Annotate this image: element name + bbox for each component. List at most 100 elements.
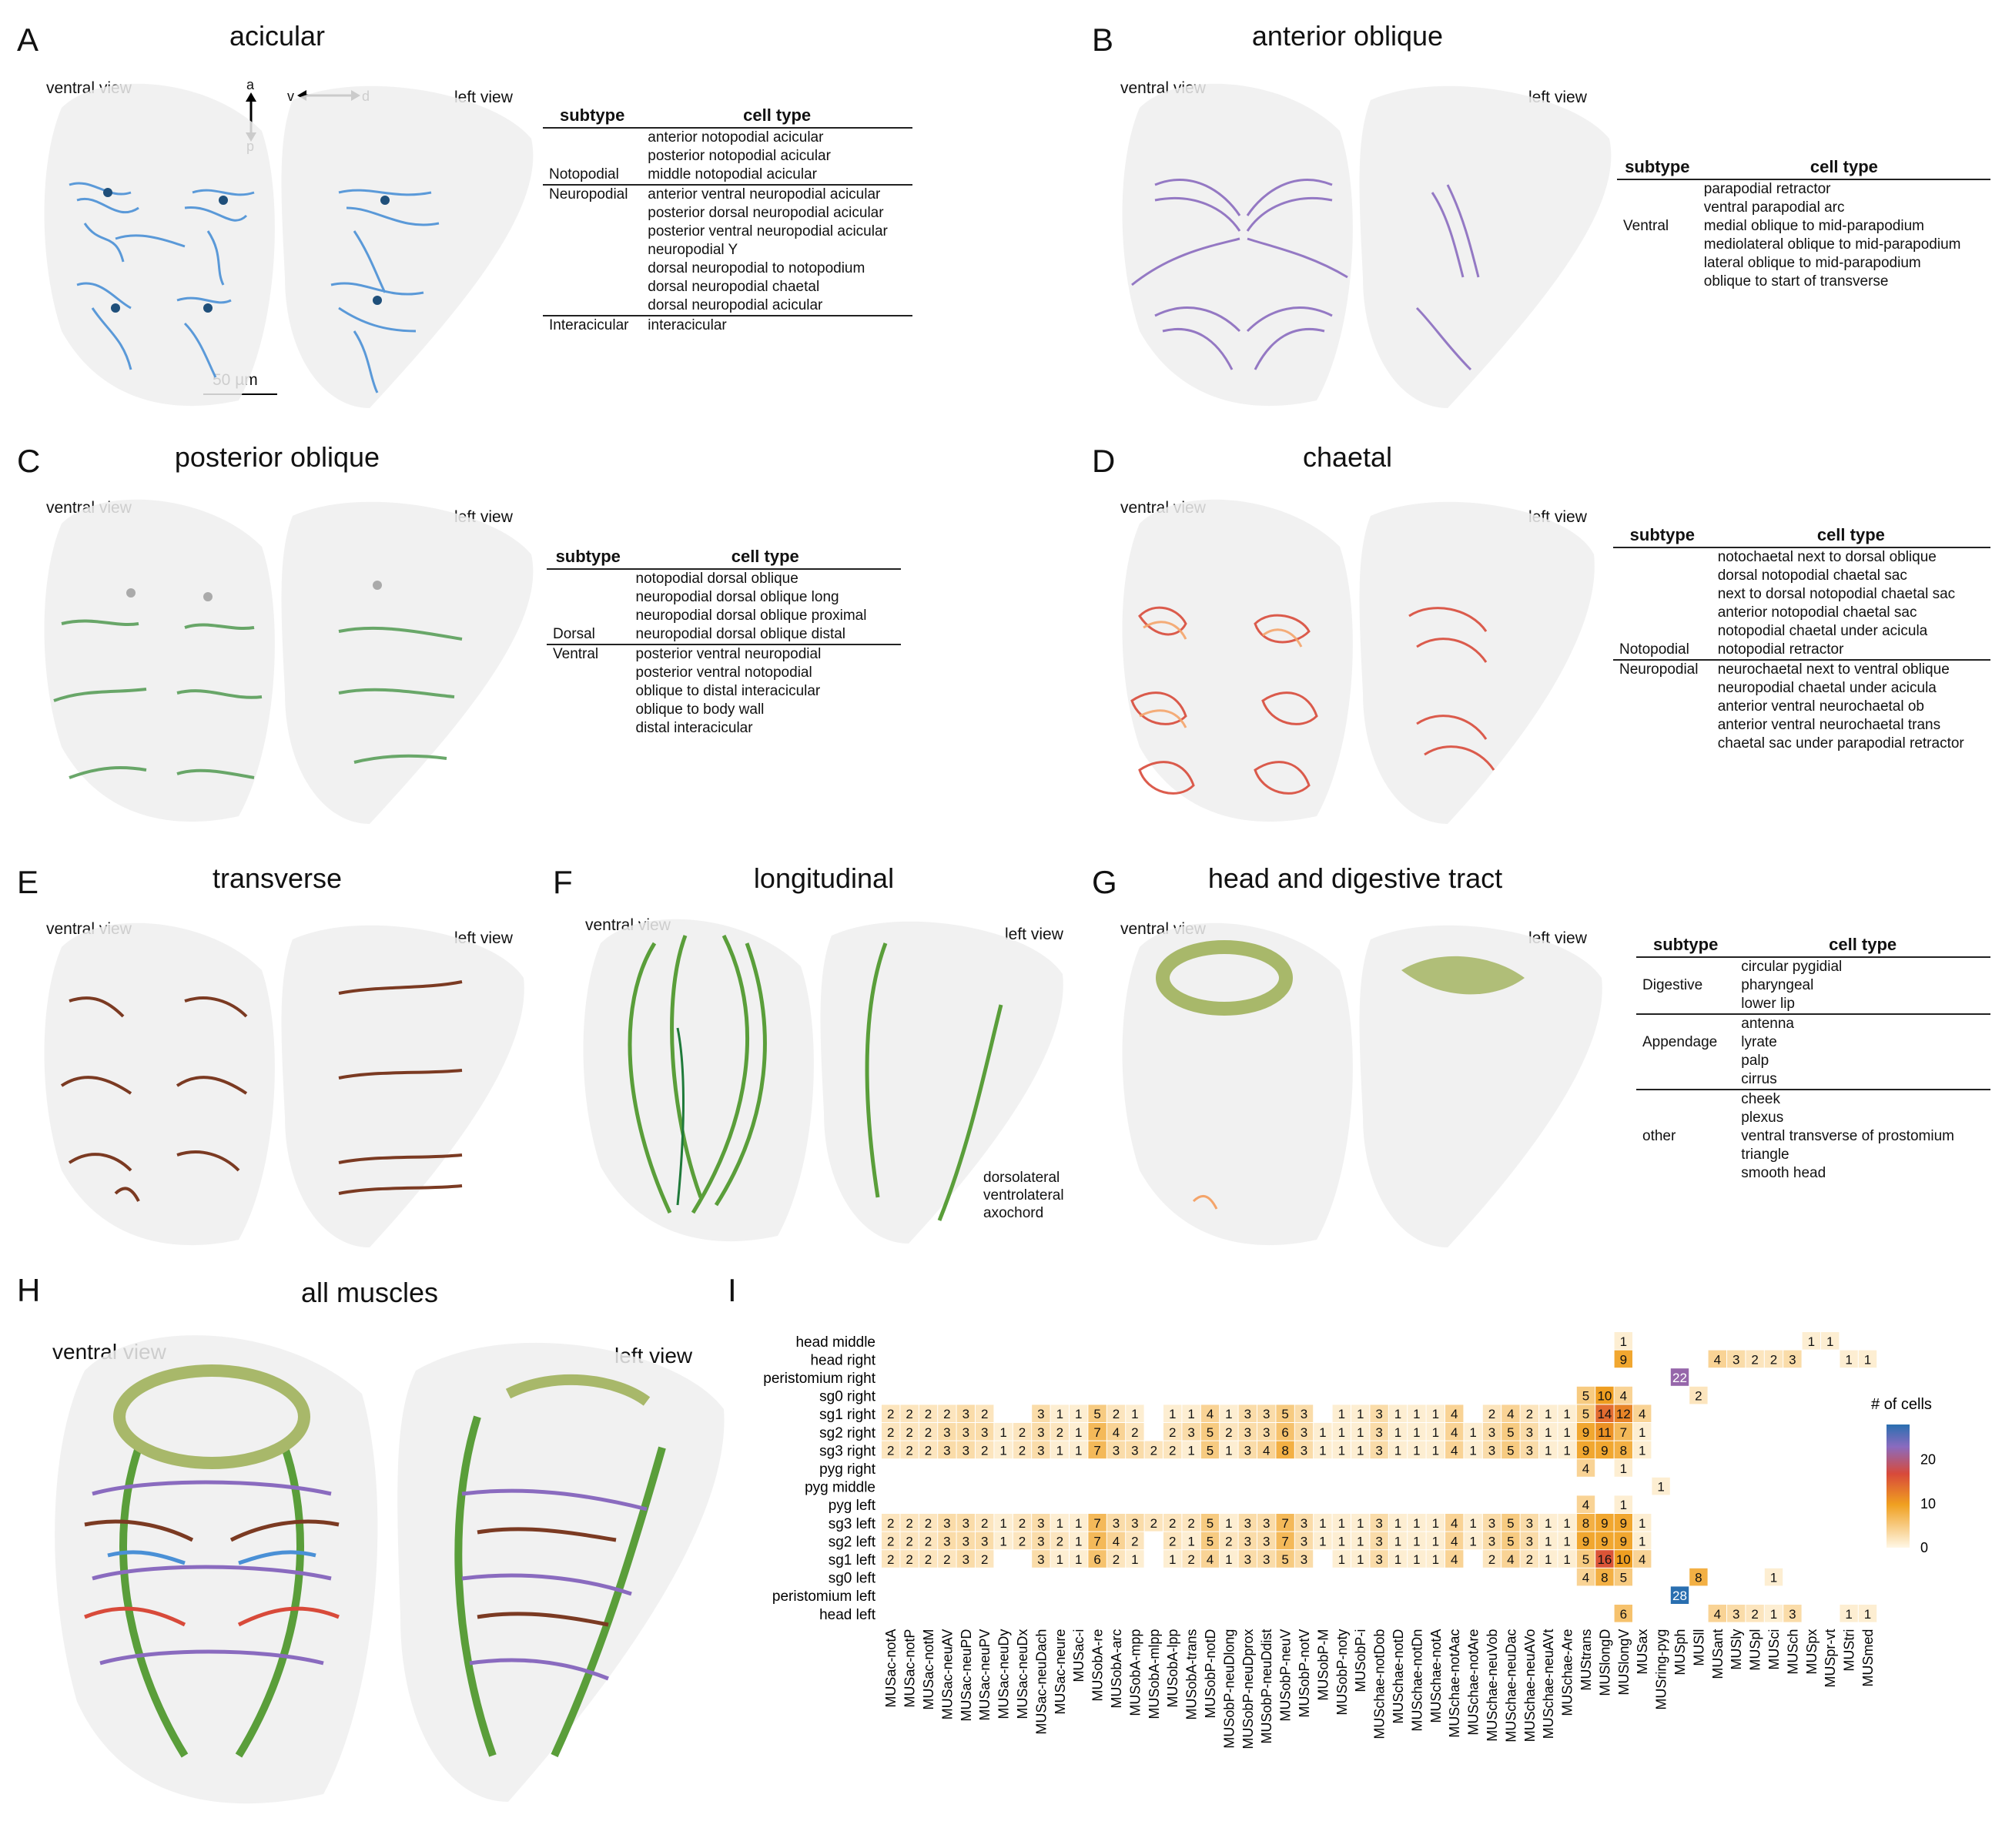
heatmap-cell-label: 2 bbox=[906, 1552, 912, 1567]
heatmap-cell bbox=[882, 1404, 900, 1422]
heatmap-cell bbox=[1314, 1441, 1332, 1459]
heatmap-cell-label: 3 bbox=[943, 1425, 950, 1440]
heatmap-cell-label: 1 bbox=[1432, 1407, 1439, 1421]
heatmap-cell bbox=[1502, 1532, 1520, 1550]
heatmap-cell-label: 1 bbox=[1075, 1516, 1082, 1531]
heatmap-cell-label: 3 bbox=[962, 1516, 969, 1531]
heatmap-cell-label: 1 bbox=[1225, 1516, 1232, 1531]
table-cell: ventral transverse of prostomium bbox=[1741, 1128, 1954, 1144]
heatmap-cell bbox=[1050, 1550, 1069, 1568]
table-cell: neuropodial dorsal oblique distal bbox=[629, 625, 901, 645]
heatmap-cell-label: 2 bbox=[906, 1534, 912, 1548]
table-cell: notopodial chaetal under acicula bbox=[1717, 623, 1928, 639]
heatmap-cell-label: 1 bbox=[1394, 1534, 1401, 1548]
heatmap-cell bbox=[1200, 1404, 1220, 1422]
table-header-celltype: cell type bbox=[629, 545, 901, 570]
heatmap-cell-label: 3 bbox=[1375, 1534, 1382, 1548]
heatmap-cell bbox=[1595, 1441, 1614, 1459]
heatmap-cell bbox=[1576, 1495, 1595, 1513]
heatmap-cell-label: 2 bbox=[1225, 1534, 1232, 1548]
table-cell: notopodial retractor bbox=[1711, 641, 1990, 661]
heatmap-cell-label: 1 bbox=[1432, 1516, 1439, 1531]
heatmap-cell bbox=[1802, 1332, 1820, 1350]
heatmap-cell-label: 2 bbox=[1695, 1389, 1702, 1404]
render-all-muscles bbox=[55, 1335, 725, 1804]
heatmap-cell bbox=[1764, 1568, 1783, 1586]
heatmap-cell bbox=[1314, 1423, 1332, 1441]
heatmap-cell-label: 1 bbox=[1563, 1407, 1570, 1421]
heatmap-cell-label: 4 bbox=[1639, 1552, 1645, 1567]
heatmap-cell bbox=[1332, 1532, 1351, 1550]
heatmap-cell-label: 3 bbox=[1488, 1443, 1495, 1458]
heatmap-cell bbox=[1276, 1514, 1294, 1532]
heatmap-cell bbox=[1633, 1404, 1652, 1422]
heatmap-cell-label: 4 bbox=[1451, 1516, 1458, 1531]
heatmap-cell bbox=[1558, 1441, 1576, 1459]
heatmap-cell-label: 1 bbox=[999, 1516, 1006, 1531]
table-cell: plexus bbox=[1741, 1110, 1784, 1126]
heatmap-cell-label: 3 bbox=[1244, 1552, 1251, 1567]
heatmap-cell-label: 1 bbox=[1563, 1425, 1570, 1440]
heatmap-cell-label: 3 bbox=[962, 1534, 969, 1548]
heatmap-col-label: MUSph bbox=[1672, 1629, 1688, 1676]
heatmap-cell bbox=[994, 1441, 1013, 1459]
heatmap-cell-label: 1 bbox=[999, 1443, 1006, 1458]
heatmap-col-label: MUSac-neuDy bbox=[996, 1629, 1012, 1719]
heatmap-cell bbox=[1614, 1404, 1632, 1422]
heatmap-cell-label: 1 bbox=[1469, 1534, 1476, 1548]
heatmap-cell bbox=[1614, 1568, 1632, 1586]
heatmap-cell bbox=[1614, 1441, 1632, 1459]
heatmap-cell bbox=[1614, 1605, 1632, 1622]
heatmap-cell bbox=[1464, 1423, 1482, 1441]
heatmap-cell-label: 3 bbox=[1037, 1443, 1044, 1458]
heatmap-row-label: sg3 left bbox=[829, 1516, 876, 1532]
celltype-table-D: subtype cell type notochaetal next to dor… bbox=[1613, 524, 1990, 753]
heatmap-cell bbox=[882, 1514, 900, 1532]
heatmap-col-label: MUSac-i bbox=[1071, 1629, 1086, 1682]
heatmap-cell-label: 1 bbox=[999, 1534, 1006, 1548]
heatmap-cell bbox=[1351, 1550, 1370, 1568]
heatmap-row-label: head right bbox=[810, 1352, 875, 1368]
heatmap-cell-label: 14 bbox=[1597, 1407, 1612, 1421]
heatmap-cell-label: 6 bbox=[1281, 1425, 1288, 1440]
heatmap-col-label: MUSobP-M bbox=[1315, 1629, 1331, 1701]
heatmap-cell bbox=[1558, 1550, 1576, 1568]
heatmap-cell-label: 2 bbox=[1751, 1352, 1758, 1367]
heatmap-cell-label: 1 bbox=[1432, 1425, 1439, 1440]
heatmap-cell bbox=[938, 1423, 956, 1441]
heatmap-cell bbox=[1182, 1550, 1200, 1568]
heatmap-cell bbox=[1388, 1550, 1408, 1568]
heatmap-col-label: MUSchae-notDn bbox=[1409, 1629, 1424, 1732]
heatmap-cell-label: 2 bbox=[981, 1552, 988, 1567]
heatmap-cell-label: 2 bbox=[943, 1407, 950, 1421]
heatmap-cell bbox=[1238, 1441, 1257, 1459]
heatmap-col-label: MUSlongD bbox=[1597, 1629, 1612, 1696]
heatmap-cell bbox=[1426, 1514, 1445, 1532]
heatmap-cell bbox=[1464, 1514, 1482, 1532]
heatmap-cell-label: 2 bbox=[925, 1425, 932, 1440]
heatmap-cell-label: 2 bbox=[925, 1552, 932, 1567]
heatmap-cell bbox=[1106, 1514, 1126, 1532]
heatmap-cell-label: 3 bbox=[1301, 1443, 1307, 1458]
heatmap-cell bbox=[1088, 1441, 1106, 1459]
legend-tick-label: 0 bbox=[1920, 1540, 1928, 1555]
panel-title-E: transverse bbox=[212, 862, 343, 894]
heatmap-cell bbox=[1314, 1532, 1332, 1550]
heatmap-cell bbox=[1070, 1514, 1088, 1532]
heatmap-cell-label: 11 bbox=[1598, 1425, 1612, 1440]
heatmap-cell-label: 2 bbox=[1751, 1607, 1758, 1622]
heatmap-cell-label: 1 bbox=[1620, 1498, 1627, 1512]
heatmap-cell-label: 2 bbox=[925, 1443, 932, 1458]
table-cell: middle notopodial acicular bbox=[641, 166, 912, 186]
heatmap-cell bbox=[1388, 1532, 1408, 1550]
heatmap-cell bbox=[1220, 1550, 1238, 1568]
heatmap-cell bbox=[1220, 1532, 1238, 1550]
heatmap-cell bbox=[1482, 1514, 1502, 1532]
heatmap-cell bbox=[1332, 1441, 1351, 1459]
heatmap-cell-label: 1 bbox=[1394, 1425, 1401, 1440]
heatmap-cell-label: 8 bbox=[1601, 1571, 1608, 1585]
heatmap-cell-label: 4 bbox=[1582, 1461, 1589, 1476]
render-chaetal bbox=[1122, 499, 1595, 824]
heatmap-cell bbox=[1220, 1441, 1238, 1459]
heatmap-col-labels: MUSac-notA MUSac-notP MUSac-notM MUSac-neuA… bbox=[883, 1629, 1876, 1749]
